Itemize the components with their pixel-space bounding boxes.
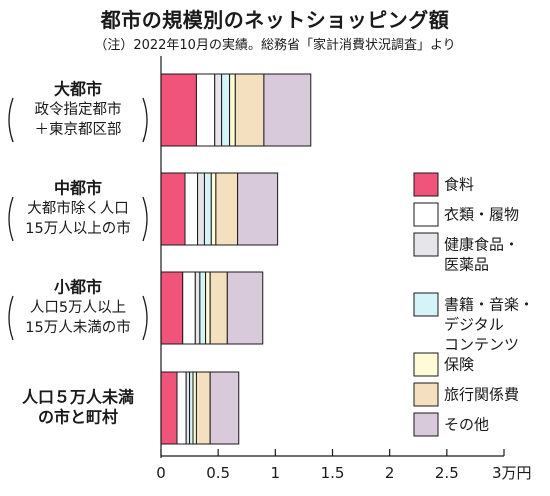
legend-label: 書籍・音楽・ xyxy=(444,296,534,314)
bar-segment xyxy=(160,271,184,345)
bar-segment xyxy=(209,371,240,445)
bar-segment xyxy=(209,271,228,345)
category-sublabel: 大都市除く人口 xyxy=(27,200,129,217)
bar-segment xyxy=(226,271,264,345)
bar-segment xyxy=(199,271,207,345)
legend-label: 食料 xyxy=(444,176,474,194)
bar-segment xyxy=(234,73,265,147)
bar-segment xyxy=(160,73,197,147)
category-sublabel: 15万人未満の市 xyxy=(25,319,130,336)
bar-segment xyxy=(194,271,201,345)
bar-segment xyxy=(192,371,197,445)
category-sublabel: 15万人以上の市 xyxy=(25,220,130,237)
chart-subtitle: （注）2022年10月の実績。総務省「家計消費状況調査」より xyxy=(94,38,456,53)
category-label: 人口５万人未満 xyxy=(22,388,134,407)
x-tick-label: 2.5 xyxy=(435,464,459,482)
bar-segment xyxy=(221,73,231,147)
x-tick-label: 0 xyxy=(156,464,166,482)
bar-segment xyxy=(160,371,178,445)
legend-swatch xyxy=(413,382,439,407)
legend-label: 医薬品 xyxy=(444,256,489,274)
legend-swatch xyxy=(413,202,439,227)
chart-title: 都市の規模別のネットショッピング額 xyxy=(100,8,450,32)
category-bracket-right xyxy=(142,295,148,341)
legend-label: 保険 xyxy=(444,356,474,374)
legend-swatch xyxy=(413,232,439,257)
legend-label: その他 xyxy=(444,416,489,434)
legend-swatch xyxy=(413,172,439,197)
bar-segment xyxy=(237,172,279,246)
category-bracket-left xyxy=(8,97,14,143)
bar-segment xyxy=(189,371,194,445)
category-bracket-right xyxy=(142,196,148,242)
bar-segment xyxy=(263,73,312,147)
category-label: 大都市 xyxy=(54,80,102,99)
x-tick-label: 0.5 xyxy=(206,464,230,482)
x-tick-label: 1.5 xyxy=(321,464,345,482)
category-label: 小都市 xyxy=(54,278,102,297)
category-sublabel: 政令指定都市 xyxy=(35,101,122,118)
legend-label: デジタル xyxy=(444,316,504,334)
legend-label: 健康食品・ xyxy=(444,236,519,254)
bar-segment xyxy=(184,172,199,246)
bar-segment xyxy=(205,271,211,345)
legend-swatch xyxy=(413,292,439,317)
bar-segment xyxy=(197,172,205,246)
legend-swatch xyxy=(413,412,439,437)
legend-swatch xyxy=(413,352,439,377)
category-sublabel: の市と町村 xyxy=(38,408,118,427)
legend-label: 衣類・履物 xyxy=(444,206,519,224)
bar-segment xyxy=(195,73,216,147)
category-bracket-right xyxy=(142,97,148,143)
bar-segment xyxy=(176,371,187,445)
legend-label: 旅行関係費 xyxy=(444,386,519,404)
category-bracket-left xyxy=(8,295,14,341)
x-tick-label: 2 xyxy=(385,464,395,482)
bar-segment xyxy=(214,73,223,147)
category-label: 中都市 xyxy=(54,179,102,198)
x-tick-label: 3万円 xyxy=(492,464,532,482)
legend-label: コンテンツ xyxy=(444,336,519,354)
bar-segment xyxy=(185,371,191,445)
bar-segment xyxy=(195,371,211,445)
bar-segment xyxy=(160,172,186,246)
bar-segment xyxy=(182,271,196,345)
x-tick-label: 1 xyxy=(271,464,281,482)
category-sublabel: 人口5万人以上 xyxy=(30,299,126,316)
bar-segment xyxy=(215,172,239,246)
bar-segment xyxy=(210,172,217,246)
category-sublabel: ＋東京都区部 xyxy=(35,121,122,138)
category-bracket-left xyxy=(8,196,14,242)
bar-segment xyxy=(203,172,212,246)
bar-segment xyxy=(229,73,236,147)
